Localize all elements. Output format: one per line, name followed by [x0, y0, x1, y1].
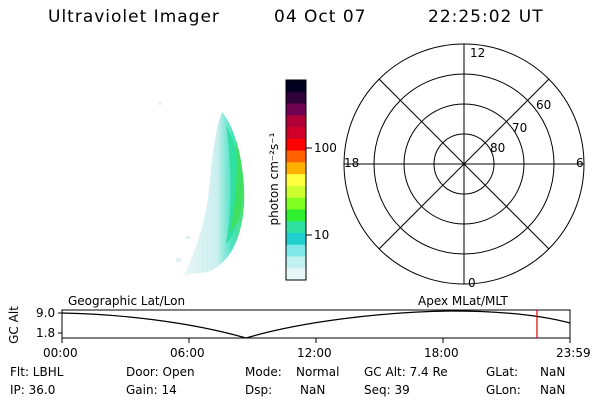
info-door: Door: Open: [126, 365, 195, 379]
colorbar-segment: [286, 232, 306, 246]
info-gcalt: GC Alt: 7.4 Re: [364, 365, 448, 379]
alt-xtick-12: 12:00: [297, 346, 332, 360]
colorbar-segment: [286, 197, 306, 211]
colorbar-segment: [286, 80, 306, 93]
colorbar-segment: [286, 91, 306, 105]
colorbar-segment: [286, 256, 306, 269]
alt-plot-frame: [61, 309, 571, 339]
mlt-label-12: 12: [470, 46, 486, 60]
info-glon-value: NaN: [540, 383, 566, 397]
colorbar-segment: [286, 174, 306, 187]
auroral-outer-band: [230, 140, 243, 232]
apex-label: Apex MLat/MLT: [418, 294, 508, 308]
colorbar-segment: [286, 115, 306, 128]
alt-ytick-9: 9.0: [36, 306, 56, 320]
mlt-label-18: 18: [344, 156, 360, 170]
info-dsp-label: Dsp:: [245, 383, 273, 397]
date-label: 04 Oct 07: [274, 7, 367, 27]
alt-xtick-6: 06:00: [170, 346, 205, 360]
info-mode-label: Mode:: [245, 365, 282, 379]
alt-xtick-0: 00:00: [43, 346, 78, 360]
info-dsp-value: NaN: [300, 383, 326, 397]
mlt-label-6: 6: [576, 156, 584, 170]
colorbar-segment: [286, 150, 306, 163]
alt-xtick-18: 18:00: [424, 346, 459, 360]
info-gain: Gain: 14: [126, 383, 177, 397]
lat-label-60: 60: [536, 98, 552, 112]
colorbar-tick-10: 10: [314, 228, 330, 242]
info-seq: Seq: 39: [364, 383, 410, 397]
colorbar-segment: [286, 268, 306, 281]
instrument-title: Ultraviolet Imager: [48, 7, 220, 27]
speckle: [176, 258, 181, 262]
colorbar-segment: [286, 209, 306, 222]
mlt-line-diagonal: [378, 78, 550, 250]
colorbar-segment: [286, 244, 306, 258]
info-glon-label: GLon:: [486, 383, 521, 397]
info-ip: IP: 36.0: [10, 383, 56, 397]
lat-label-70: 70: [512, 121, 528, 135]
altitude-curve: [61, 310, 571, 339]
geographic-label: Geographic Lat/Lon: [68, 294, 186, 308]
speckle: [186, 236, 190, 239]
info-glat-label: GLat:: [486, 365, 519, 379]
alt-xtick-end: 23:59: [556, 346, 591, 360]
mlt-label-0: 0: [468, 276, 476, 290]
info-glat-value: NaN: [540, 365, 566, 379]
speckle: [158, 102, 162, 105]
colorbar-segment: [286, 103, 306, 116]
colorbar-segment: [286, 162, 306, 175]
colorbar-segment: [286, 138, 306, 152]
colorbar-segment: [286, 127, 306, 140]
info-flt: Flt: LBHL: [10, 365, 64, 379]
time-label: 22:25:02 UT: [428, 7, 544, 27]
info-mode-value: Normal: [296, 365, 340, 379]
colorbar-tick-100: 100: [314, 141, 337, 155]
colorbar-segment: [286, 221, 306, 234]
colorbar-segment: [286, 185, 306, 199]
lat-label-80: 80: [490, 141, 506, 155]
alt-ytick-1: 1.8: [36, 326, 56, 340]
